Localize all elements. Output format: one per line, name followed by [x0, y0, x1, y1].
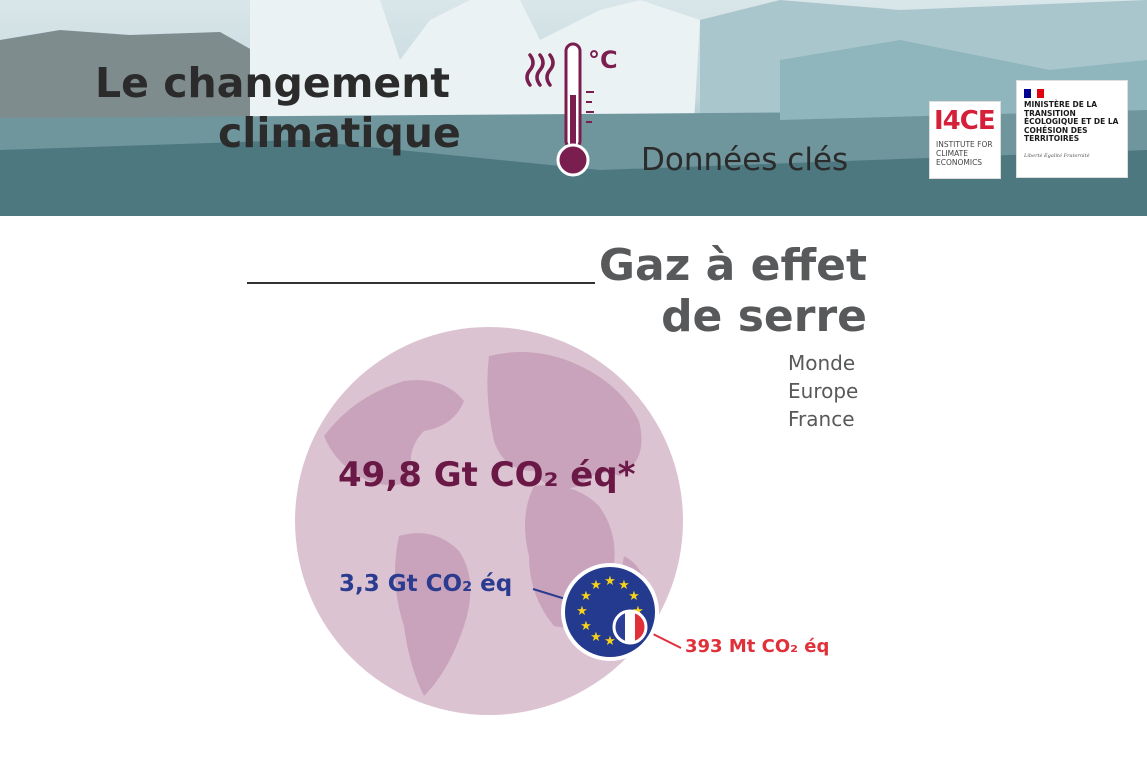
ministry-logo-text: MINISTÈRE DE LA TRANSITION ÉCOLOGIQUE ET… [1024, 100, 1119, 143]
i4ce-logo-text: INSTITUTE FOR CLIMATE ECONOMICS [936, 140, 993, 167]
svg-text:★: ★ [604, 634, 616, 649]
ministry-logo-motto: Liberté Égalité Fraternité [1024, 153, 1090, 159]
i4ce-logo: I4CE INSTITUTE FOR CLIMATE ECONOMICS [929, 101, 1001, 179]
eu-flag-icon: ★ ★ ★ ★ ★ ★ ★ ★ ★ ★ [561, 563, 659, 661]
world-emissions-value: 49,8 Gt CO₂ éq* [338, 455, 636, 495]
sea-and-ice-background [0, 0, 1147, 216]
legend-item-monde: Monde [788, 351, 856, 375]
heat-waves-icon [525, 53, 555, 87]
ministry-logo: MINISTÈRE DE LA TRANSITION ÉCOLOGIQUE ET… [1016, 80, 1128, 178]
banner-title: Le changement climatique [95, 58, 461, 158]
thermometer-icon: °C [525, 42, 618, 177]
section-title: Gaz à effet de serre [599, 240, 867, 342]
header-banner: Le changement climatique °C Données clés… [0, 0, 1147, 216]
svg-text:★: ★ [590, 630, 602, 645]
europe-emissions-value: 3,3 Gt CO₂ éq [339, 571, 513, 597]
i4ce-logo-mark: I4CE [934, 106, 996, 136]
section-title-line1: Gaz à effet [598, 240, 867, 291]
svg-text:★: ★ [628, 589, 640, 604]
banner-subtitle: Données clés [641, 142, 849, 178]
scope-legend: Monde Europe France [788, 349, 858, 433]
france-emissions-value: 393 Mt CO₂ éq [685, 636, 830, 657]
thermometer-unit: °C [588, 46, 618, 74]
svg-text:★: ★ [590, 578, 602, 593]
section-title-line2: de serre [661, 291, 867, 342]
banner-title-line1: Le changement [95, 59, 451, 107]
french-flag-icon [1024, 89, 1045, 98]
banner-title-line2: climatique [218, 109, 461, 157]
france-flag-icon [612, 609, 648, 645]
svg-text:★: ★ [580, 589, 592, 604]
svg-text:★: ★ [576, 604, 588, 619]
svg-text:★: ★ [618, 578, 630, 593]
heading-rule [247, 282, 595, 284]
svg-text:★: ★ [580, 619, 592, 634]
svg-text:★: ★ [604, 574, 616, 589]
legend-item-europe: Europe [788, 379, 859, 403]
legend-item-france: France [788, 407, 855, 431]
